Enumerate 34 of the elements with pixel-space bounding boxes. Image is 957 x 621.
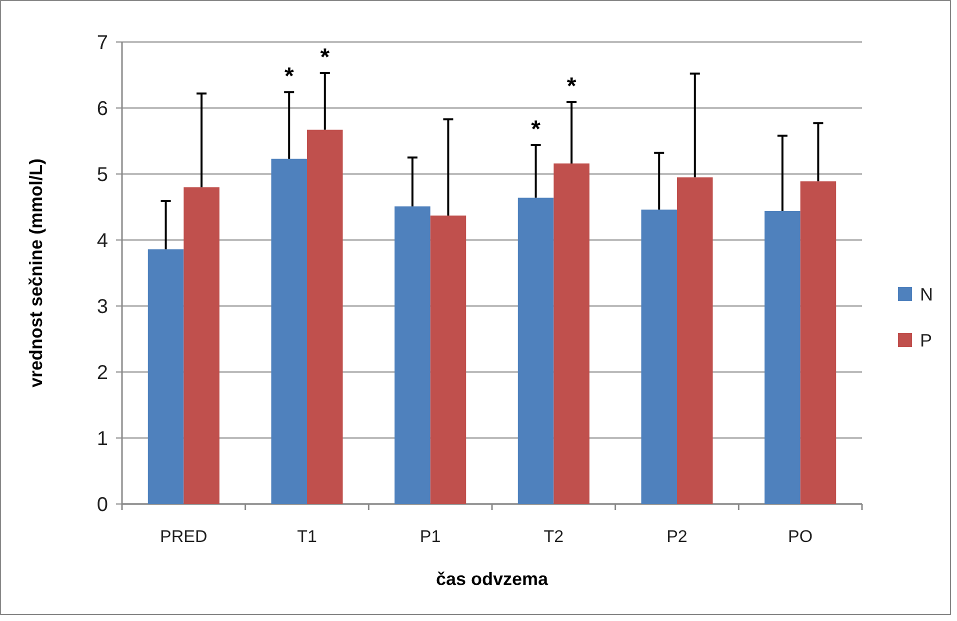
bar: [800, 181, 836, 504]
y-tick-label: 1: [96, 428, 108, 450]
annotation: *: [320, 44, 330, 72]
x-tick-label: T1: [297, 527, 317, 546]
bar: [148, 249, 184, 504]
x-tick-label: P2: [666, 527, 688, 546]
y-tick-label: 6: [96, 98, 108, 120]
x-axis-title: čas odvzema: [436, 569, 550, 589]
y-tick-label: 3: [96, 296, 108, 318]
x-tick-label: P1: [420, 527, 441, 546]
y-tick-label: 7: [96, 32, 108, 54]
legend-label: N: [920, 284, 933, 304]
bar: [394, 206, 430, 504]
y-tick-label: 0: [96, 494, 108, 516]
bar: [641, 210, 677, 504]
bar: [430, 216, 466, 504]
bar: [271, 158, 307, 504]
y-tick-label: 2: [96, 362, 108, 384]
bar: [307, 130, 343, 504]
bar: [518, 198, 554, 504]
y-axis-title: vrednost sečnine (mmol/L): [26, 158, 46, 388]
x-tick-label: PRED: [160, 527, 208, 546]
annotation: *: [284, 63, 294, 90]
annotation: *: [531, 116, 542, 143]
x-tick-label: PO: [788, 527, 813, 546]
bar: [677, 177, 713, 504]
y-tick-label: 4: [96, 230, 108, 252]
annotation: *: [566, 73, 577, 100]
bar: [554, 163, 590, 504]
bar: [184, 187, 220, 504]
y-tick-label: 5: [96, 164, 108, 186]
legend-label: P: [920, 330, 932, 350]
bar: [764, 210, 800, 504]
x-tick-label: T2: [544, 527, 564, 546]
